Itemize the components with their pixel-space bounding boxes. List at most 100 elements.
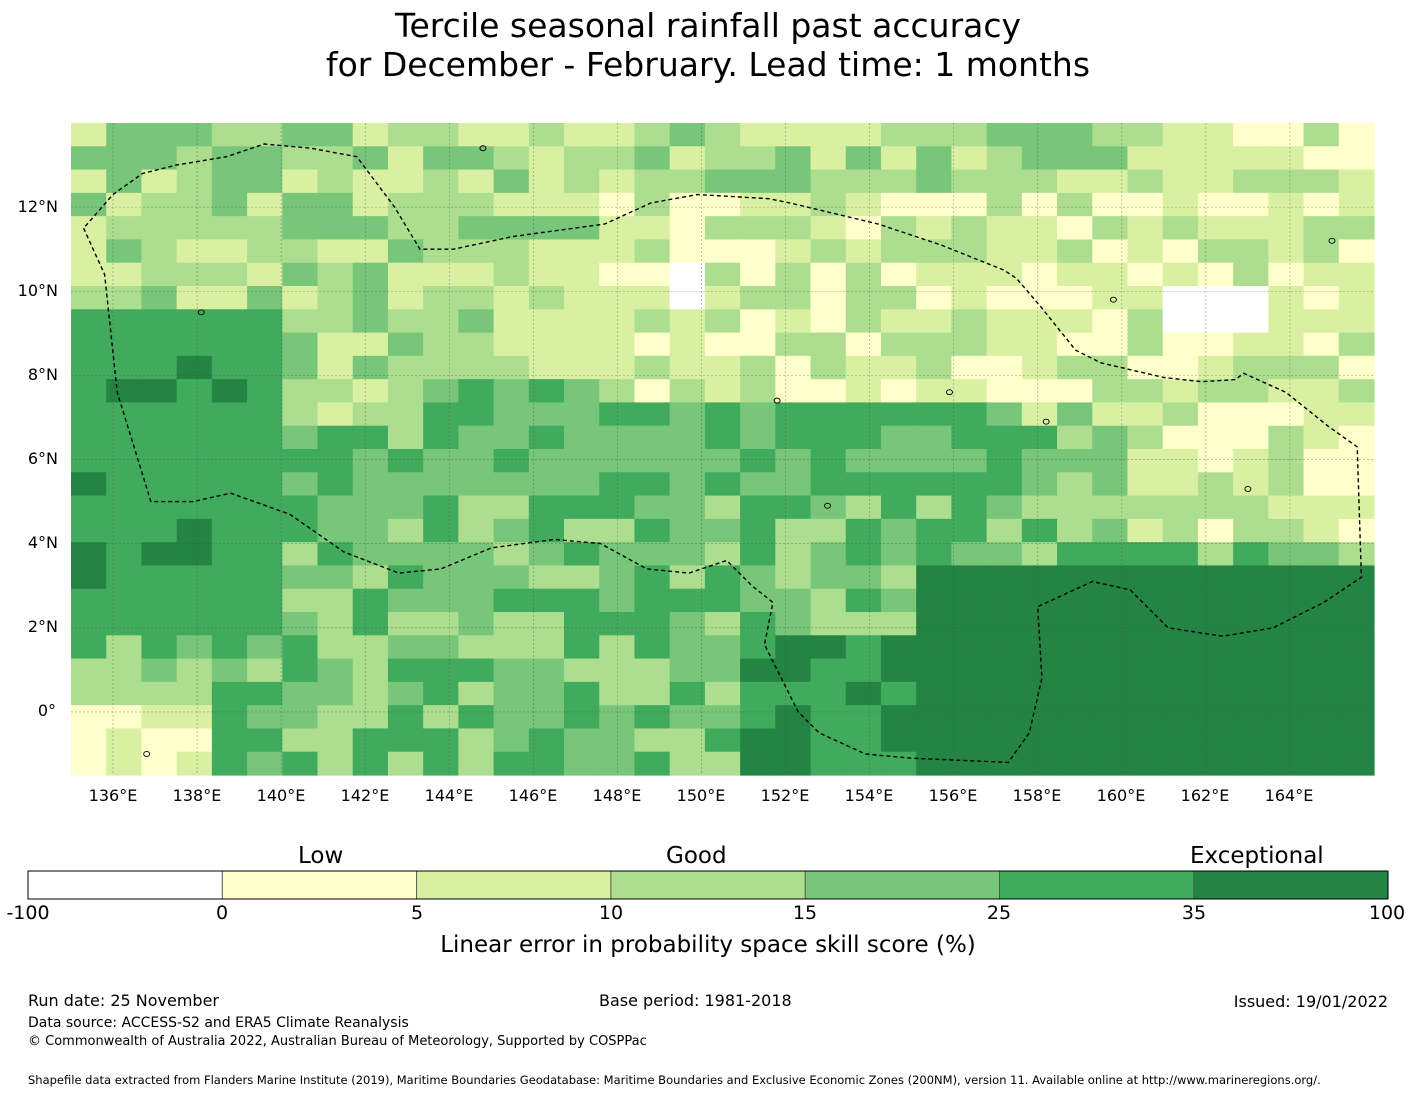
grid-cell	[1338, 635, 1375, 660]
grid-cell	[669, 402, 706, 427]
grid-cell	[1268, 705, 1305, 730]
grid-cell	[1162, 425, 1199, 450]
grid-cell	[775, 658, 812, 683]
grid-cell	[775, 705, 812, 730]
grid-cell	[211, 588, 248, 613]
grid-cell	[247, 192, 283, 217]
grid-cell	[528, 681, 565, 706]
grid-cell	[352, 565, 389, 590]
grid-cell	[1233, 681, 1269, 706]
grid-cell	[564, 146, 600, 171]
grid-cell	[211, 169, 248, 194]
grid-cell	[1233, 123, 1269, 147]
grid-cell	[1057, 239, 1093, 264]
grid-cell	[458, 286, 495, 310]
grid-cell	[810, 239, 847, 264]
grid-cell	[1268, 355, 1305, 380]
grid-cell	[775, 332, 812, 357]
grid-cell	[528, 402, 565, 427]
grid-cell	[387, 123, 424, 147]
grid-cell	[1057, 495, 1093, 520]
grid-cell	[880, 262, 917, 287]
colorbar-tick: 10	[598, 902, 624, 924]
lat-label-0: 0°	[38, 701, 56, 720]
grid-cell	[423, 402, 459, 427]
island-markers	[143, 145, 1336, 757]
grid-cell	[1162, 309, 1199, 334]
grid-cell	[176, 425, 213, 450]
grid-cell	[247, 612, 283, 636]
grid-cell	[810, 495, 847, 520]
grid-cell	[423, 239, 459, 264]
grid-cell	[740, 169, 776, 194]
grid-cell	[775, 355, 812, 380]
grid-cell	[564, 216, 600, 241]
grid-cell	[916, 565, 953, 590]
grid-cell	[1092, 379, 1129, 404]
grid-cell	[986, 286, 1023, 310]
grid-cell	[1338, 169, 1375, 194]
grid-cell	[669, 192, 706, 217]
grid-cell	[1162, 402, 1199, 427]
grid-cell	[1092, 402, 1129, 427]
grid-cell	[1021, 169, 1058, 194]
grid-cell	[599, 518, 636, 543]
grid-cell	[986, 495, 1023, 520]
grid-cell	[1338, 588, 1375, 613]
colorbar-tick: 35	[1181, 902, 1207, 924]
grid-cell	[1162, 705, 1199, 730]
grid-cell	[951, 402, 988, 427]
lat-label-10n: 10°N	[18, 281, 58, 300]
grid-cell	[247, 146, 283, 171]
grid-cell	[951, 239, 988, 264]
grid-cell	[71, 239, 107, 264]
grid-cell	[1092, 309, 1129, 334]
grid-cell	[880, 379, 917, 404]
grid-cell	[1057, 169, 1093, 194]
grid-cell	[669, 425, 706, 450]
grid-cell	[141, 635, 178, 660]
grid-cell	[387, 239, 424, 264]
grid-cell	[1268, 681, 1305, 706]
grid-cell	[71, 751, 107, 776]
grid-cell	[669, 286, 706, 310]
grid-cell	[669, 565, 706, 590]
grid-cell	[528, 495, 565, 520]
grid-cell	[634, 355, 671, 380]
grid-cell	[71, 518, 107, 543]
grid-cell	[1127, 239, 1164, 264]
lon-label: 136°E	[89, 786, 138, 805]
grid-cell	[247, 355, 283, 380]
grid-cell	[1197, 216, 1234, 241]
grid-cell	[493, 728, 530, 753]
grid-cell	[211, 402, 248, 427]
grid-cell	[1338, 728, 1375, 753]
grid-cell	[986, 518, 1023, 543]
grid-cell	[704, 216, 741, 241]
grid-cell	[951, 309, 988, 334]
grid-cell	[599, 146, 636, 171]
grid-cell	[282, 262, 319, 287]
grid-cell	[352, 612, 389, 636]
grid-cell	[211, 379, 248, 404]
grid-cell	[387, 425, 424, 450]
longitude-labels: 136°E 138°E 140°E 142°E 144°E 146°E 148°…	[89, 786, 1314, 805]
grid-cell	[106, 309, 143, 334]
grid-cell	[247, 169, 283, 194]
grid-cell	[740, 355, 776, 380]
grid-cell	[1057, 123, 1093, 147]
grid-cell	[810, 681, 847, 706]
grid-cell	[528, 588, 565, 613]
grid-cell	[880, 355, 917, 380]
grid-cell	[176, 355, 213, 380]
grid-cell	[1127, 146, 1164, 171]
grid-cell	[211, 309, 248, 334]
grid-cell	[493, 146, 530, 171]
grid-cell	[282, 565, 319, 590]
grid-cell	[211, 565, 248, 590]
grid-cell	[423, 192, 459, 217]
grid-cell	[176, 728, 213, 753]
grid-cell	[282, 425, 319, 450]
grid-cell	[106, 751, 143, 776]
grid-cell	[1127, 449, 1164, 473]
